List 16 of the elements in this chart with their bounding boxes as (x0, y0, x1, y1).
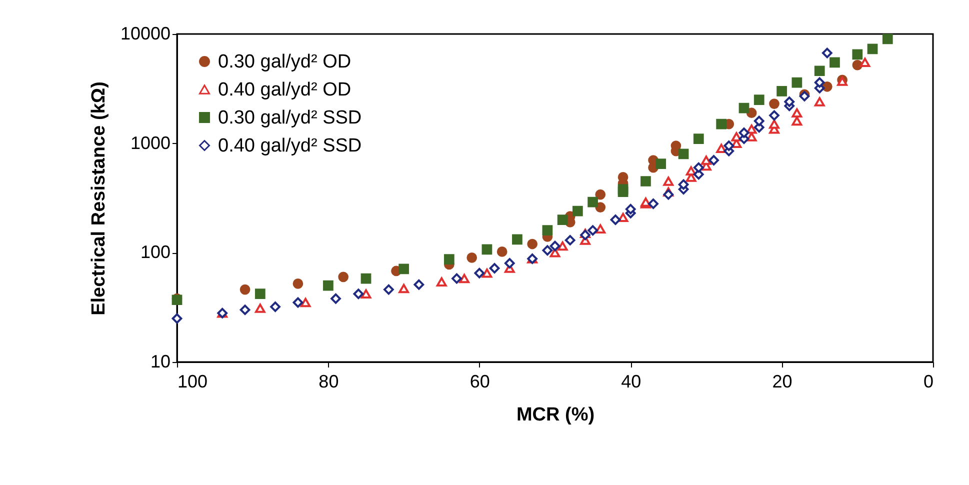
x-tick-label: 100 (178, 372, 208, 392)
y-tick-label: 100 (140, 242, 170, 262)
legend-label: 0.30 gal/yd² OD (218, 52, 352, 72)
legend-label: 0.30 gal/yd² SSD (218, 108, 362, 128)
legend-label: 0.40 gal/yd² OD (218, 80, 352, 100)
y-tick-label: 10000 (120, 24, 170, 44)
x-tick-label: 40 (621, 372, 642, 392)
x-tick-label: 20 (772, 372, 792, 392)
y-axis-title: Electrical Resistance (kΩ) (88, 82, 110, 316)
y-tick-label: 10 (150, 352, 170, 372)
x-tick-label: 60 (470, 372, 490, 392)
x-tick-label: 80 (318, 372, 339, 392)
y-tick-label: 1000 (130, 132, 170, 153)
legend-label: 0.40 gal/yd² SSD (218, 136, 362, 156)
x-tick-label: 0 (923, 372, 934, 392)
x-axis-title: MCR (%) (516, 404, 595, 426)
